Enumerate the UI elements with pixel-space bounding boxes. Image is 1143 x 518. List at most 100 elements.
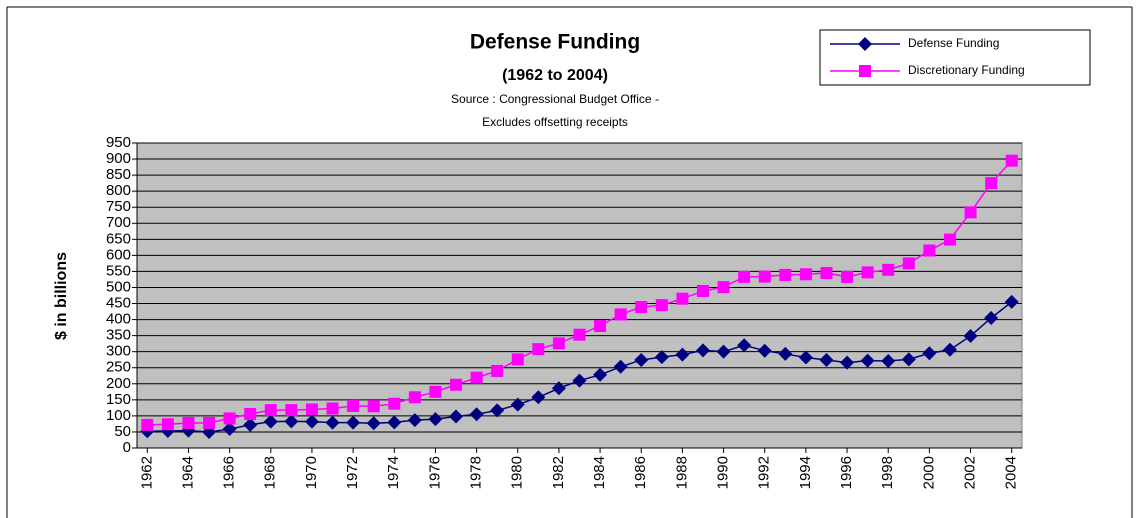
data-point — [964, 206, 977, 219]
y-tick-label: 850 — [106, 166, 131, 183]
data-point — [1004, 294, 1019, 309]
data-point — [263, 414, 278, 429]
x-tick-label: 1968 — [262, 456, 279, 489]
y-tick-label: 250 — [106, 359, 131, 376]
data-point — [779, 268, 792, 281]
x-tick-label: 2004 — [1003, 456, 1020, 489]
data-point — [573, 328, 586, 341]
x-tick-label: 1970 — [303, 456, 320, 489]
x-tick-label: 1980 — [509, 456, 526, 489]
y-tick-label: 350 — [106, 327, 131, 344]
data-point — [841, 270, 854, 283]
y-tick-label: 950 — [106, 134, 131, 151]
x-tick-label: 1986 — [632, 456, 649, 489]
data-point — [511, 353, 524, 366]
data-point — [634, 353, 649, 368]
data-point — [264, 404, 277, 417]
data-point — [738, 270, 751, 283]
data-point — [304, 414, 319, 429]
data-point — [347, 399, 360, 412]
x-tick-label: 1988 — [673, 456, 690, 489]
data-point — [387, 415, 402, 430]
x-tick-label: 1984 — [591, 456, 608, 489]
legend-label: Discretionary Funding — [908, 63, 1025, 77]
x-tick-label: 1974 — [385, 456, 402, 489]
data-point — [366, 416, 381, 431]
y-tick-label: 900 — [106, 150, 131, 167]
data-point — [407, 413, 422, 428]
data-point — [819, 353, 834, 368]
x-tick-label: 1996 — [838, 456, 855, 489]
x-tick-label: 2000 — [920, 456, 937, 489]
data-point — [141, 418, 154, 431]
x-tick-label: 1964 — [179, 456, 196, 489]
data-point — [305, 403, 318, 416]
data-point — [902, 257, 915, 270]
data-point — [243, 417, 258, 432]
data-point — [1005, 154, 1018, 167]
data-point — [614, 308, 627, 321]
y-tick-label: 800 — [106, 182, 131, 199]
data-point — [469, 407, 484, 422]
data-point — [203, 416, 216, 429]
y-tick-label: 300 — [106, 343, 131, 360]
data-point — [551, 381, 566, 396]
data-point — [654, 350, 669, 365]
plot-area — [136, 142, 1023, 449]
data-point — [942, 342, 957, 357]
data-point — [798, 350, 813, 365]
x-tick-label: 1992 — [756, 456, 773, 489]
data-point — [182, 416, 195, 429]
y-axis-label: $ in billions — [53, 252, 70, 340]
data-point — [613, 359, 628, 374]
y-tick-label: 550 — [106, 262, 131, 279]
data-point — [676, 292, 689, 305]
data-point — [881, 353, 896, 368]
data-point — [222, 422, 237, 437]
x-tick-label: 2002 — [962, 456, 979, 489]
data-point — [799, 268, 812, 281]
data-point — [449, 409, 464, 424]
x-tick-label: 1966 — [221, 456, 238, 489]
y-tick-label: 150 — [106, 391, 131, 408]
data-point — [284, 414, 299, 429]
y-tick-label: 450 — [106, 294, 131, 311]
data-point — [717, 281, 730, 294]
data-point — [161, 418, 174, 431]
x-tick-label: 1978 — [468, 456, 485, 489]
data-point — [593, 367, 608, 382]
data-point — [923, 244, 936, 257]
x-tick-label: 1976 — [426, 456, 443, 489]
data-point — [757, 343, 772, 358]
y-tick-label: 400 — [106, 311, 131, 328]
y-tick-label: 100 — [106, 407, 131, 424]
y-tick-label: 700 — [106, 214, 131, 231]
data-point — [491, 364, 504, 377]
y-tick-label: 0 — [123, 439, 131, 456]
data-point — [984, 310, 999, 325]
data-point — [655, 299, 668, 312]
x-tick-label: 1982 — [550, 456, 567, 489]
data-point — [346, 415, 361, 430]
y-tick-label: 750 — [106, 198, 131, 215]
data-point — [696, 285, 709, 298]
x-tick-label: 1994 — [797, 456, 814, 489]
annotation: Excludes offsetting receipts — [482, 115, 628, 129]
x-tick-label: 1990 — [715, 456, 732, 489]
data-point — [594, 320, 607, 332]
y-tick-label: 500 — [106, 278, 131, 295]
legend-marker — [858, 37, 872, 51]
data-point — [861, 266, 874, 279]
data-point — [963, 328, 978, 343]
data-point — [737, 338, 752, 353]
data-point — [675, 347, 690, 362]
data-point — [285, 404, 298, 417]
data-point — [552, 337, 565, 350]
data-point — [429, 385, 442, 398]
data-point — [367, 400, 380, 413]
data-point — [716, 344, 731, 359]
legend-label: Defense Funding — [908, 36, 999, 50]
x-tick-label: 1962 — [138, 456, 155, 489]
data-point — [326, 402, 339, 415]
